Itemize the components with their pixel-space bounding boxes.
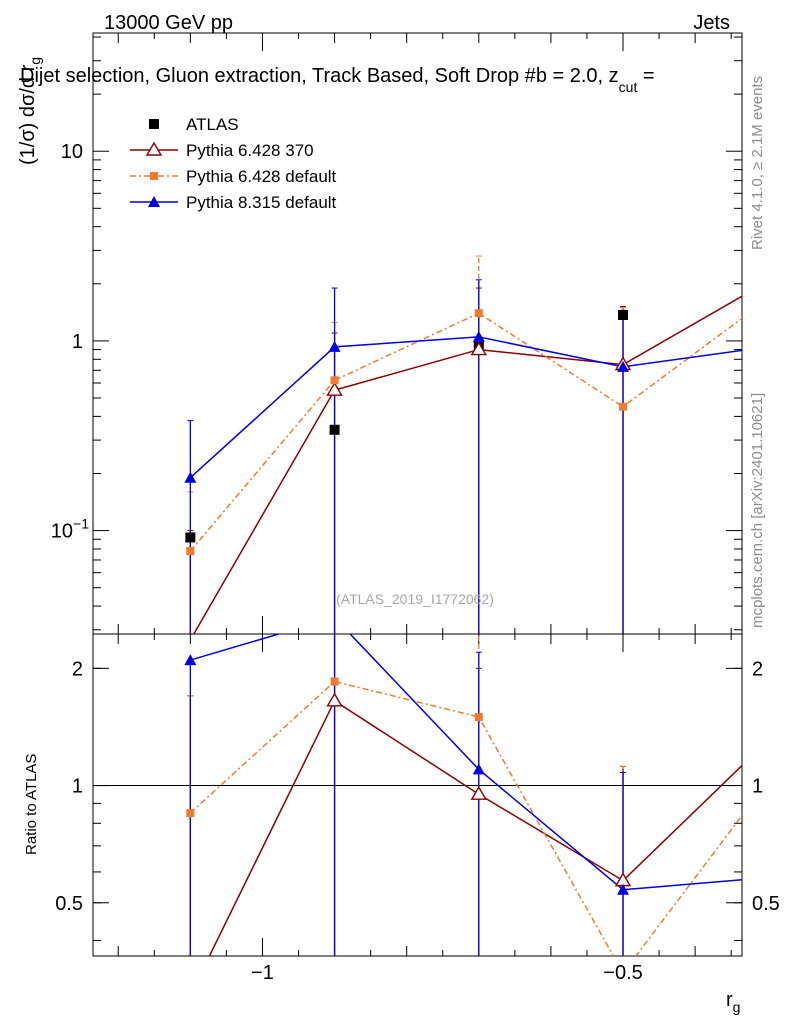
y-axis-label-main: (1/σ) dσ/d r	[17, 64, 39, 165]
plot-title-eq: = 2.0, z	[547, 65, 619, 87]
ratio-ytick-label-right: 0.5	[752, 893, 780, 915]
x-axis-label: rg	[726, 989, 740, 1015]
plot-title-cut: cut	[619, 79, 638, 95]
ratio-point-py8	[472, 763, 485, 775]
ratio-frame	[92, 633, 743, 957]
legend-label-py6_370: Pythia 6.428 370	[186, 141, 314, 160]
main-point-py6_default	[186, 547, 195, 556]
legend-marker-atlas	[149, 119, 159, 129]
main-point-py6_default	[474, 309, 483, 318]
main-line-py8	[189, 336, 742, 479]
main-ytick-label-exp: −1	[73, 516, 89, 532]
ratio-point-py6_default	[330, 677, 339, 686]
main-point-py8	[328, 340, 341, 352]
main-ytick-label-base: 10	[51, 521, 73, 543]
ratio-point-py8	[184, 654, 197, 666]
legend-marker-py8	[148, 196, 160, 207]
plot-title-beta: b	[536, 65, 547, 87]
main-point-atlas	[762, 296, 772, 306]
ratio-ytick-label: 2	[72, 658, 83, 680]
ratio-line-py8	[190, 634, 742, 891]
ratio-point-py6_default	[763, 778, 771, 786]
ratio-point-py6_370	[183, 988, 197, 1000]
main-point-atlas	[185, 532, 196, 543]
main-point-py6_370	[326, 381, 343, 396]
ratio-point-py6_370	[470, 785, 488, 800]
main-point-atlas	[329, 424, 340, 435]
main-point-py6_default	[330, 376, 339, 385]
main-line-py6_default	[189, 312, 742, 552]
x-tick-label: −1	[251, 962, 274, 984]
x-axis-label-sub: g	[733, 999, 741, 1015]
ratio-data	[183, 634, 774, 1000]
legend-label-py8: Pythia 8.315 default	[186, 193, 337, 212]
ratio-line-py6_370	[208, 699, 742, 956]
main-point-py6_370	[760, 275, 774, 287]
rivet-version-label: Rivet 4.1.0, ≥ 2.1M events	[749, 76, 766, 250]
main-ytick-label: 1	[72, 331, 83, 353]
ratio-ytick-label: 1	[72, 776, 83, 798]
legend-label-atlas: ATLAS	[186, 115, 239, 134]
plot-title-end: =	[637, 65, 654, 87]
main-line-py6_370	[192, 295, 742, 634]
header-energy: 13000 GeV pp	[104, 12, 233, 34]
ratio-point-py8	[761, 872, 773, 883]
legend: ATLAS Pythia 6.428 370 Pythia 6.428 defaul…	[130, 115, 337, 212]
ratio-axis-label: Ratio to ATLAS	[23, 754, 40, 855]
main-ytick-label: 10−1	[51, 516, 89, 543]
mcplots-label: mcplots.cern.ch [arXiv:2401.10621]	[749, 393, 766, 628]
ratio-ytick-label-right: 1	[752, 776, 763, 798]
ratio-point-py6_370	[326, 692, 343, 707]
ratio-ytick-label-right: 2	[752, 658, 763, 680]
legend-marker-py6_370	[145, 141, 163, 156]
x-tick-label: −0.5	[603, 962, 642, 984]
legend-marker-py6_default	[150, 172, 158, 180]
main-point-py8	[617, 360, 630, 372]
ratio-point-py8	[617, 883, 630, 895]
main-data	[184, 255, 774, 634]
main-point-py6_default	[619, 402, 628, 411]
main-point-py8	[184, 471, 197, 483]
main-ytick-label: 10	[61, 141, 83, 163]
header-jets: Jets	[693, 12, 730, 34]
main-point-py6_370	[470, 341, 488, 356]
analysis-watermark: (ATLAS_2019_I1772062)	[336, 591, 494, 607]
ratio-point-py6_370	[760, 734, 774, 746]
legend-label-py6_default: Pythia 6.428 default	[186, 167, 337, 186]
ratio-point-py6_default	[474, 712, 483, 721]
main-point-atlas	[618, 309, 629, 320]
main-point-py6_default	[763, 296, 771, 304]
y-axis-label: (1/σ) dσ/d rg	[17, 57, 43, 165]
plot-title: Dijet selection, Gluon extraction, Track…	[20, 65, 655, 95]
main-point-py8	[472, 330, 485, 342]
main-point-py8	[761, 341, 773, 352]
ratio-line-py6_default	[189, 680, 742, 956]
plot-title-main: Dijet selection, Gluon extraction, Track…	[20, 65, 537, 87]
x-axis-label-main: r	[726, 989, 733, 1011]
y-axis-label-sub: g	[27, 57, 43, 65]
ratio-ytick-label: 0.5	[55, 893, 83, 915]
ratio-point-py6_default	[186, 809, 195, 818]
ratio-panel: 0.5 0.5 1 1 2 2 −1 −0.5	[55, 633, 780, 1000]
